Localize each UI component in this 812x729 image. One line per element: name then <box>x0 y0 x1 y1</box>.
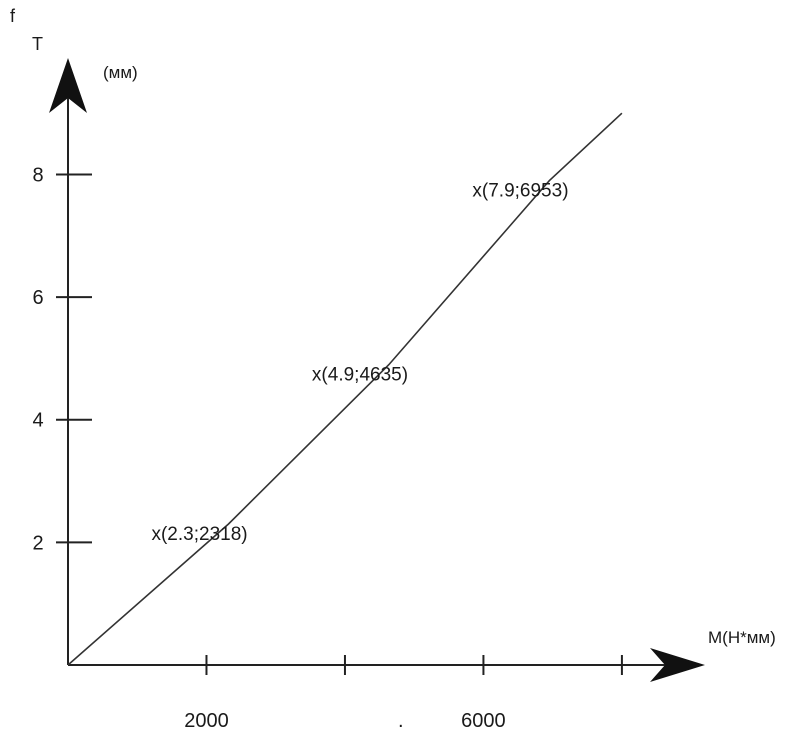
stray-mark: . <box>398 710 404 729</box>
axes <box>49 58 705 682</box>
y-axis-subscript: T <box>32 34 43 54</box>
y-axis-unit: (мм) <box>103 63 138 82</box>
y-tick-label: 6 <box>32 287 43 309</box>
x-tick-label: 2000 <box>184 710 229 729</box>
point-label: x(4.9;4635) <box>312 365 408 386</box>
y-tick-label: 8 <box>32 164 43 186</box>
ticks: 2 4 6 8 2000 6000 <box>32 164 623 729</box>
series-line <box>67 112 623 666</box>
y-axis-arrow <box>49 58 87 113</box>
x-tick-label: 6000 <box>461 710 506 729</box>
x-axis-label: M(Н*мм) <box>708 628 776 647</box>
series <box>67 112 623 666</box>
y-tick-label: 4 <box>32 410 43 432</box>
y-tick-label: 2 <box>32 532 43 554</box>
point-label: x(2.3;2318) <box>151 524 247 545</box>
labels: x(2.3;2318) x(4.9;4635) x(7.9;6953) fT (мм) M… <box>10 6 776 729</box>
point-label: x(7.9;6953) <box>472 181 568 202</box>
x-axis-arrow <box>650 648 705 682</box>
y-axis-symbol: f <box>10 6 16 26</box>
